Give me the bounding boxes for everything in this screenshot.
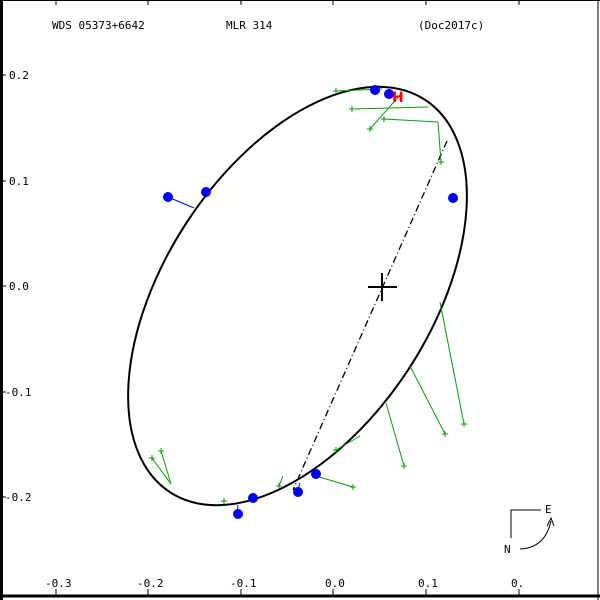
y-tick-label: -0.2	[5, 491, 32, 504]
orbit-ellipse	[127, 85, 468, 507]
x-tick-label: -0.1	[230, 577, 257, 590]
left-ticks	[2, 74, 6, 498]
x-tick-label: 0.1	[418, 577, 438, 590]
periastron-marker: H	[392, 90, 404, 106]
y-tick-label: 0.1	[9, 175, 29, 188]
micrometer-point-markers	[149, 88, 467, 504]
x-tick-label: 0.0	[325, 577, 345, 590]
compass-icon: E N	[504, 503, 555, 556]
speckle-points	[163, 85, 458, 519]
x-tick-label: -0.2	[137, 577, 164, 590]
micrometer-residuals	[151, 88, 465, 488]
x-tick-label: -0.3	[45, 577, 72, 590]
compass-east-label: E	[545, 503, 552, 516]
line-of-nodes	[292, 140, 448, 491]
y-tick-label: 0.2	[9, 69, 29, 82]
bottom-ticks	[55, 589, 520, 595]
compass-north-label: N	[504, 543, 511, 556]
speckle-residuals	[167, 196, 301, 514]
x-tick-labels: -0.3 -0.2 -0.1 0.0 0.1 0.	[45, 577, 524, 590]
discoverer-label: MLR 314	[226, 19, 273, 32]
y-tick-label: 0.0	[9, 280, 29, 293]
x-tick-label: 0.	[511, 577, 524, 590]
y-tick-label: -0.1	[5, 386, 32, 399]
y-tick-labels: 0.2 0.1 0.0 -0.1 -0.2	[5, 69, 32, 504]
reference-label: (Doc2017c)	[418, 19, 484, 32]
top-ticks	[55, 0, 520, 5]
primary-star-cross	[368, 273, 397, 301]
wds-id-label: WDS 05373+6642	[52, 19, 145, 32]
